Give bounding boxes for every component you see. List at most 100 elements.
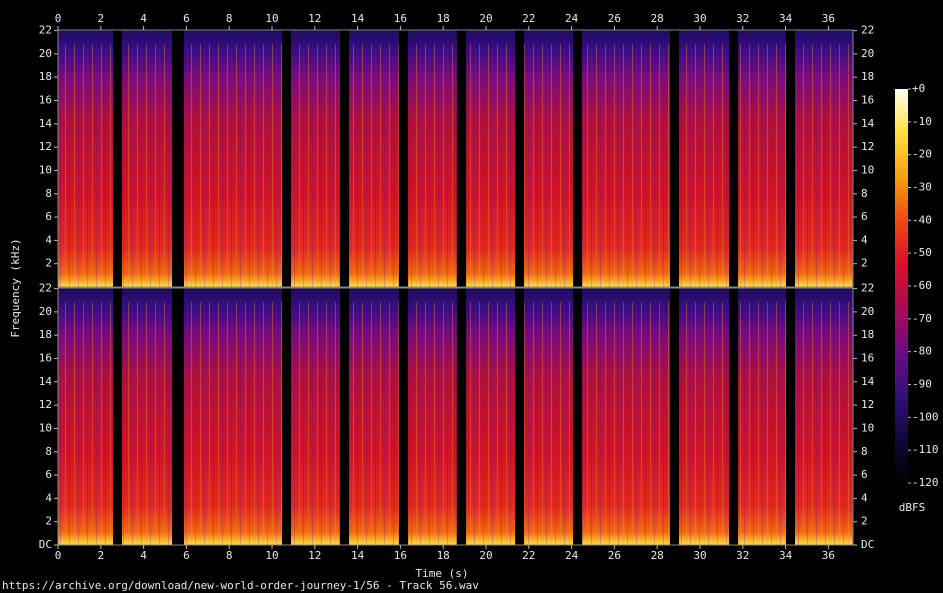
y-tick-label: 14	[861, 375, 875, 388]
colorbar-tick-label: -120	[912, 476, 939, 489]
colorbar-tick-label: +0	[912, 82, 925, 95]
y-tick-label: 20	[861, 47, 874, 60]
spectrogram-texture	[58, 302, 113, 545]
colorbar-tick-label: -70	[912, 312, 932, 325]
spectrogram-texture	[121, 44, 173, 287]
x-tick-label: 20	[479, 549, 492, 562]
x-tick-label: 24	[565, 12, 579, 25]
x-tick-label: 2	[97, 549, 104, 562]
x-tick-label: 26	[608, 549, 621, 562]
spectrogram-texture	[121, 302, 173, 545]
x-tick-label: 16	[394, 549, 407, 562]
y-tick-label: 6	[861, 468, 868, 481]
x-tick-label: 26	[608, 12, 621, 25]
y-tick-label: 10	[861, 163, 874, 176]
spectrogram-texture	[408, 44, 457, 287]
y-tick-label: 14	[861, 117, 875, 130]
x-tick-label: 28	[651, 549, 664, 562]
y-tick-label: DC	[39, 538, 52, 551]
y-tick-label: 10	[861, 421, 874, 434]
y-tick-label: 2	[861, 257, 868, 270]
spectrogram-texture	[466, 44, 516, 287]
x-tick-label: 12	[308, 12, 321, 25]
y-tick-label: 4	[861, 233, 868, 246]
x-tick-label: 0	[55, 549, 62, 562]
x-tick-label: 20	[479, 12, 492, 25]
y-tick-label: 16	[39, 352, 52, 365]
y-tick-label: 14	[39, 117, 53, 130]
spectrogram-texture	[58, 44, 113, 287]
x-tick-label: 10	[265, 549, 278, 562]
x-tick-label: 4	[140, 12, 147, 25]
x-tick-label: 12	[308, 549, 321, 562]
y-tick-label: 22	[39, 24, 52, 37]
y-tick-label: 2	[45, 257, 52, 270]
y-tick-label: 2	[45, 515, 52, 528]
spectrogram-texture	[679, 302, 730, 545]
spectrogram-texture	[524, 302, 574, 545]
x-axis-label: Time (s)	[416, 567, 469, 580]
spectrogram-texture	[184, 44, 283, 287]
spectrogram-texture	[291, 302, 341, 545]
x-tick-label: 18	[437, 549, 450, 562]
y-tick-label: 18	[861, 328, 874, 341]
y-tick-label: 10	[39, 421, 52, 434]
x-tick-label: 32	[736, 549, 749, 562]
panel-frame	[57, 287, 854, 546]
y-tick-label: 6	[861, 210, 868, 223]
y-tick-label: 16	[861, 352, 874, 365]
y-tick-label: 18	[39, 328, 52, 341]
y-tick-label: 20	[39, 47, 52, 60]
x-tick-label: 34	[779, 549, 793, 562]
spectrogram-texture	[349, 44, 399, 287]
colorbar-tick-label: -40	[912, 213, 932, 226]
y-tick-label: DC	[861, 538, 874, 551]
y-tick-label: 20	[39, 305, 52, 318]
y-tick-label: 16	[39, 94, 52, 107]
source-url: https://archive.org/download/new-world-o…	[2, 579, 479, 592]
y-tick-label: 22	[861, 24, 874, 37]
y-tick-label: 16	[861, 94, 874, 107]
x-tick-label: 10	[265, 12, 278, 25]
spectrogram-texture	[466, 302, 516, 545]
colorbar-tick-label: -60	[912, 279, 932, 292]
x-tick-label: 22	[522, 549, 535, 562]
spectrogram-texture	[408, 302, 457, 545]
spectrogram-texture	[795, 44, 853, 287]
colorbar-tick-label: -100	[912, 410, 939, 423]
panel-frame	[57, 29, 854, 288]
x-tick-label: 30	[693, 549, 706, 562]
y-tick-label: 8	[861, 445, 868, 458]
y-tick-label: 8	[45, 445, 52, 458]
x-tick-label: 22	[522, 12, 535, 25]
x-tick-label: 32	[736, 12, 749, 25]
x-tick-label: 14	[351, 549, 365, 562]
spectrogram-texture	[582, 302, 671, 545]
y-tick-label: 20	[861, 305, 874, 318]
x-tick-label: 4	[140, 549, 147, 562]
y-axis-label: Frequency (kHz)	[9, 238, 22, 337]
spectrogram-texture	[349, 302, 399, 545]
y-tick-label: 12	[861, 140, 874, 153]
y-tick-label: 12	[39, 140, 52, 153]
spectrogram-texture	[184, 302, 283, 545]
y-tick-label: 6	[45, 468, 52, 481]
colorbar-tick-label: -110	[912, 443, 939, 456]
y-tick-label: 8	[861, 187, 868, 200]
colorbar	[895, 89, 908, 483]
y-tick-label: 12	[39, 398, 52, 411]
y-tick-label: 2	[861, 515, 868, 528]
y-tick-label: 18	[39, 70, 52, 83]
y-tick-label: 10	[39, 163, 52, 176]
y-tick-label: 22	[39, 282, 52, 295]
y-tick-label: 4	[861, 491, 868, 504]
x-tick-label: 6	[183, 549, 190, 562]
y-tick-label: 6	[45, 210, 52, 223]
x-tick-label: 2	[97, 12, 104, 25]
x-tick-label: 34	[779, 12, 793, 25]
x-tick-label: 30	[693, 12, 706, 25]
y-tick-label: 4	[45, 491, 52, 504]
colorbar-tick-label: -20	[912, 148, 932, 161]
y-tick-label: 4	[45, 233, 52, 246]
